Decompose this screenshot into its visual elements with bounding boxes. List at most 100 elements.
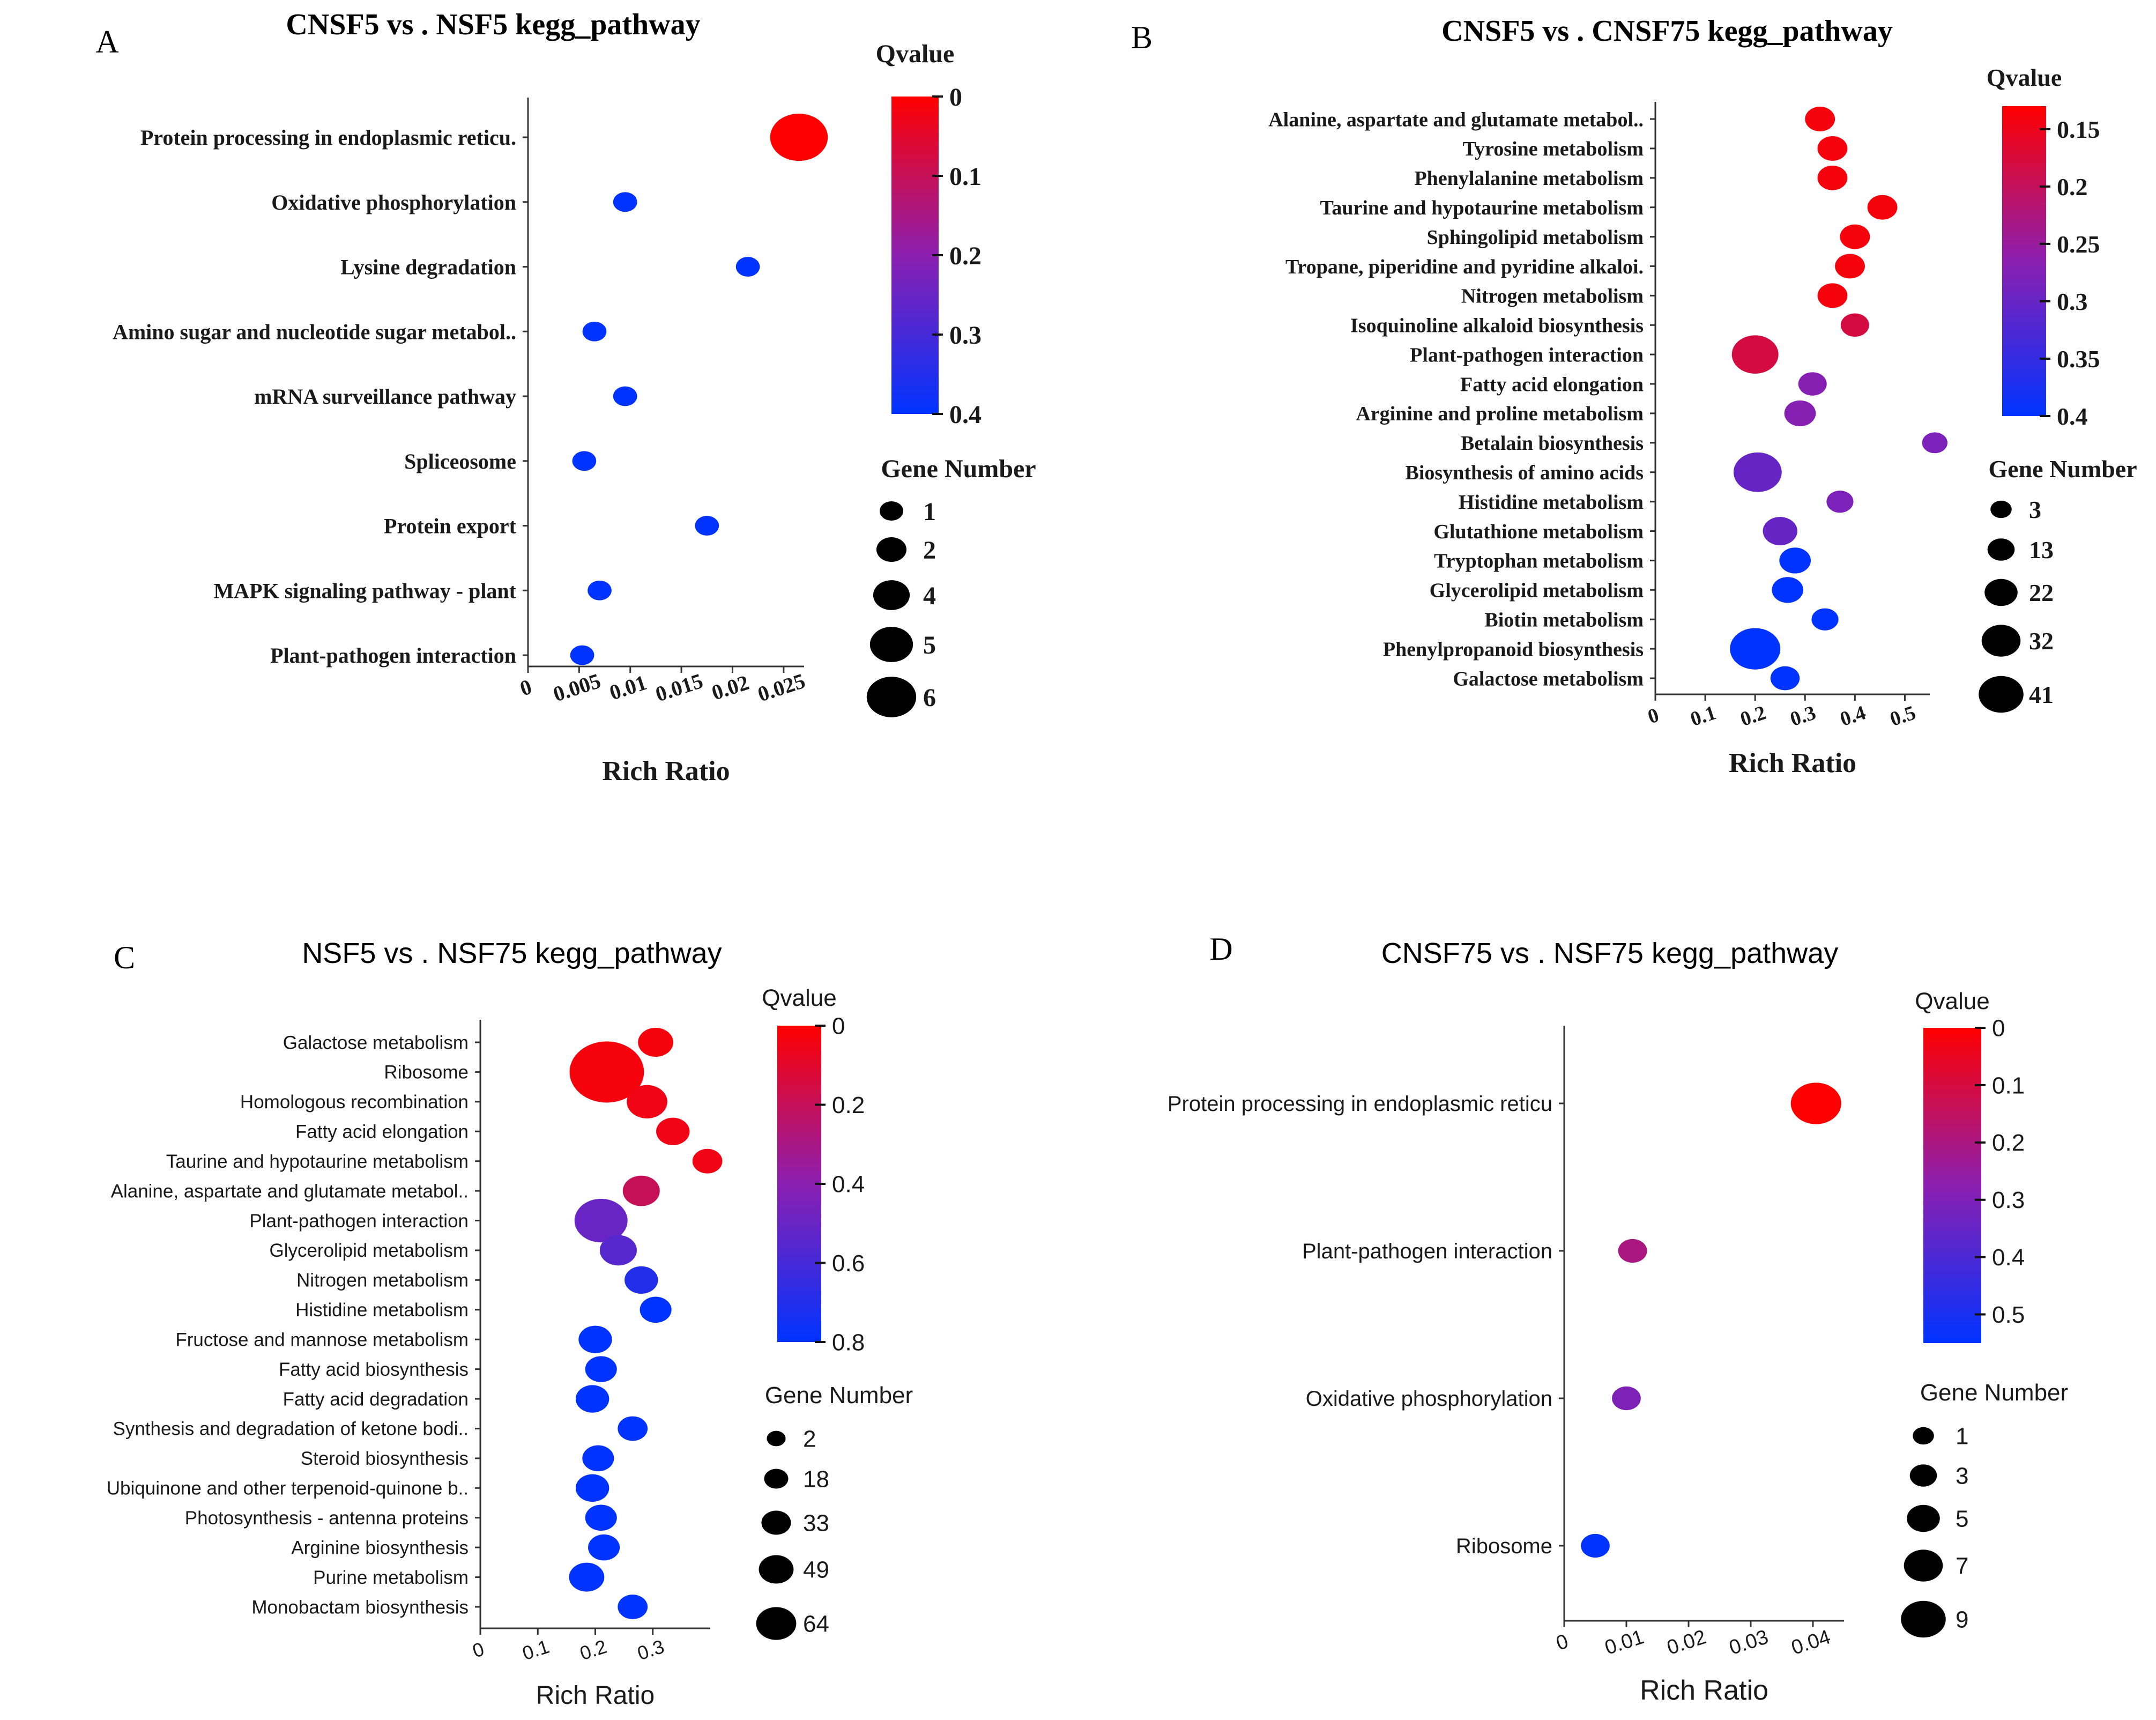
data-point (1733, 452, 1782, 492)
panel-letter: B (1131, 20, 1153, 55)
y-tick-label: Tyrosine metabolism (1463, 138, 1644, 160)
data-point (695, 516, 719, 536)
y-tick-label: Histidine metabolism (295, 1300, 469, 1321)
size-legend-marker (1987, 538, 2015, 561)
size-legend-label: 3 (2029, 496, 2041, 523)
data-point (735, 257, 760, 277)
size-legend-label: 2 (923, 536, 936, 565)
data-point (599, 1235, 637, 1266)
panel-letter: C (114, 940, 135, 975)
y-tick-label: Galactose metabolism (283, 1032, 469, 1053)
x-tick-label: 0.02 (1664, 1626, 1709, 1659)
x-tick-label: 0.2 (577, 1635, 609, 1664)
y-tick-label: Protein processing in endoplasmic reticu… (140, 125, 516, 150)
data-point (1779, 547, 1811, 574)
data-point (1763, 517, 1797, 545)
y-tick-label: Phenylalanine metabolism (1414, 167, 1644, 190)
data-point (1731, 335, 1779, 374)
colorbar-tick-label: 0 (1992, 1015, 2005, 1041)
y-tick-label: Alanine, aspartate and glutamate metabol… (1268, 108, 1644, 131)
y-tick-label: Ribosome (1456, 1534, 1552, 1558)
y-tick-label: Taurine and hypotaurine metabolism (1320, 197, 1644, 219)
y-tick-label: Tryptophan metabolism (1434, 550, 1644, 573)
size-legend-label: 33 (803, 1510, 829, 1536)
x-tick-label: 0.5 (1887, 701, 1919, 731)
size-legend-marker (1990, 500, 2012, 518)
colorbar-tick-label: 0 (832, 1013, 845, 1039)
size-legend-marker (1913, 1427, 1934, 1445)
data-point (574, 1198, 628, 1243)
y-tick-label: Fructose and mannose metabolism (175, 1329, 469, 1350)
y-tick-label: Homologous recombination (240, 1092, 469, 1113)
x-tick-label: 0 (470, 1638, 487, 1662)
data-point (1618, 1239, 1647, 1263)
size-legend-marker (761, 1510, 791, 1535)
size-legend-marker (873, 580, 910, 610)
data-point (570, 645, 594, 665)
size-legend-label: 9 (1956, 1606, 1968, 1633)
colorbar (1923, 1028, 1981, 1343)
size-legend-label: 13 (2029, 536, 2054, 564)
size-legend-marker (876, 537, 907, 562)
data-point (569, 1041, 644, 1103)
colorbar-tick-label: 0.3 (949, 321, 982, 350)
size-legend-marker (756, 1607, 797, 1640)
y-tick-label: Ribosome (384, 1062, 469, 1083)
y-tick-label: mRNA surveillance pathway (254, 384, 516, 409)
x-tick-label: 0.3 (1787, 701, 1818, 731)
panel-letter: D (1209, 931, 1232, 967)
y-tick-label: Histidine metabolism (1459, 491, 1644, 514)
data-point (578, 1325, 612, 1353)
y-tick-label: Tropane, piperidine and pyridine alkaloi… (1285, 256, 1644, 278)
size-legend-marker (1981, 625, 2021, 657)
colorbar-tick-label: 0.8 (832, 1329, 865, 1355)
colorbar-tick-label: 0 (949, 83, 962, 112)
data-point (1612, 1386, 1641, 1411)
colorbar-tick-label: 0.3 (2057, 288, 2088, 315)
data-point (572, 451, 597, 471)
data-point (1784, 400, 1816, 427)
colorbar-tick-label: 0.6 (832, 1250, 865, 1277)
data-point (569, 1562, 605, 1592)
y-tick-label: Plant-pathogen interaction (270, 643, 516, 668)
data-point (638, 1027, 673, 1057)
panel-b: CNSF5 vs . CNSF75 kegg_pathway B Alanine, … (1131, 14, 2137, 779)
data-point (585, 1504, 617, 1531)
y-tick-label: Galactose metabolism (1453, 668, 1644, 690)
size-legend-marker (759, 1555, 794, 1584)
size-legend-marker (767, 1430, 786, 1447)
y-tick-label: Ubiquinone and other terpenoid-quinone b… (107, 1478, 469, 1499)
size-legend-marker (1984, 579, 2018, 606)
data-point (588, 1534, 620, 1561)
chart-title: CNSF5 vs . NSF5 kegg_pathway (286, 8, 700, 41)
y-tick-label: Arginine and proline metabolism (1356, 403, 1644, 425)
size-legend-title: Gene Number (881, 455, 1036, 483)
size-legend-label: 41 (2029, 681, 2054, 708)
colorbar-title: Qvalue (762, 985, 836, 1011)
y-tick-label: Steroid biosynthesis (301, 1448, 469, 1469)
y-tick-label: MAPK signaling pathway - plant (213, 579, 516, 603)
colorbar-tick-label: 0.1 (1992, 1072, 2025, 1099)
colorbar-tick-label: 0.2 (832, 1092, 865, 1118)
y-tick-label: Plant-pathogen interaction (249, 1211, 469, 1232)
colorbar-tick-label: 0.2 (949, 242, 982, 270)
y-tick-label: Fatty acid biosynthesis (279, 1359, 469, 1380)
data-point (1826, 491, 1854, 513)
y-tick-label: Fatty acid elongation (1460, 373, 1644, 396)
y-tick-label: Oxidative phosphorylation (271, 190, 516, 214)
x-axis-label: Rich Ratio (1729, 748, 1856, 779)
size-legend-label: 3 (1956, 1463, 1968, 1489)
data-point (1817, 165, 1848, 190)
data-point (640, 1296, 672, 1323)
x-tick-label: 0.005 (550, 669, 604, 707)
size-legend-marker (1979, 676, 2024, 713)
colorbar-tick-label: 0.4 (832, 1171, 865, 1197)
chart-title: CNSF5 vs . CNSF75 kegg_pathway (1441, 14, 1893, 48)
size-legend-label: 2 (803, 1426, 816, 1452)
data-point (1835, 254, 1865, 279)
y-tick-label: Alanine, aspartate and glutamate metabol… (111, 1181, 469, 1202)
y-tick-label: Photosynthesis - antenna proteins (185, 1508, 469, 1529)
y-tick-label: Nitrogen metabolism (296, 1270, 469, 1291)
size-legend-label: 5 (923, 631, 936, 659)
